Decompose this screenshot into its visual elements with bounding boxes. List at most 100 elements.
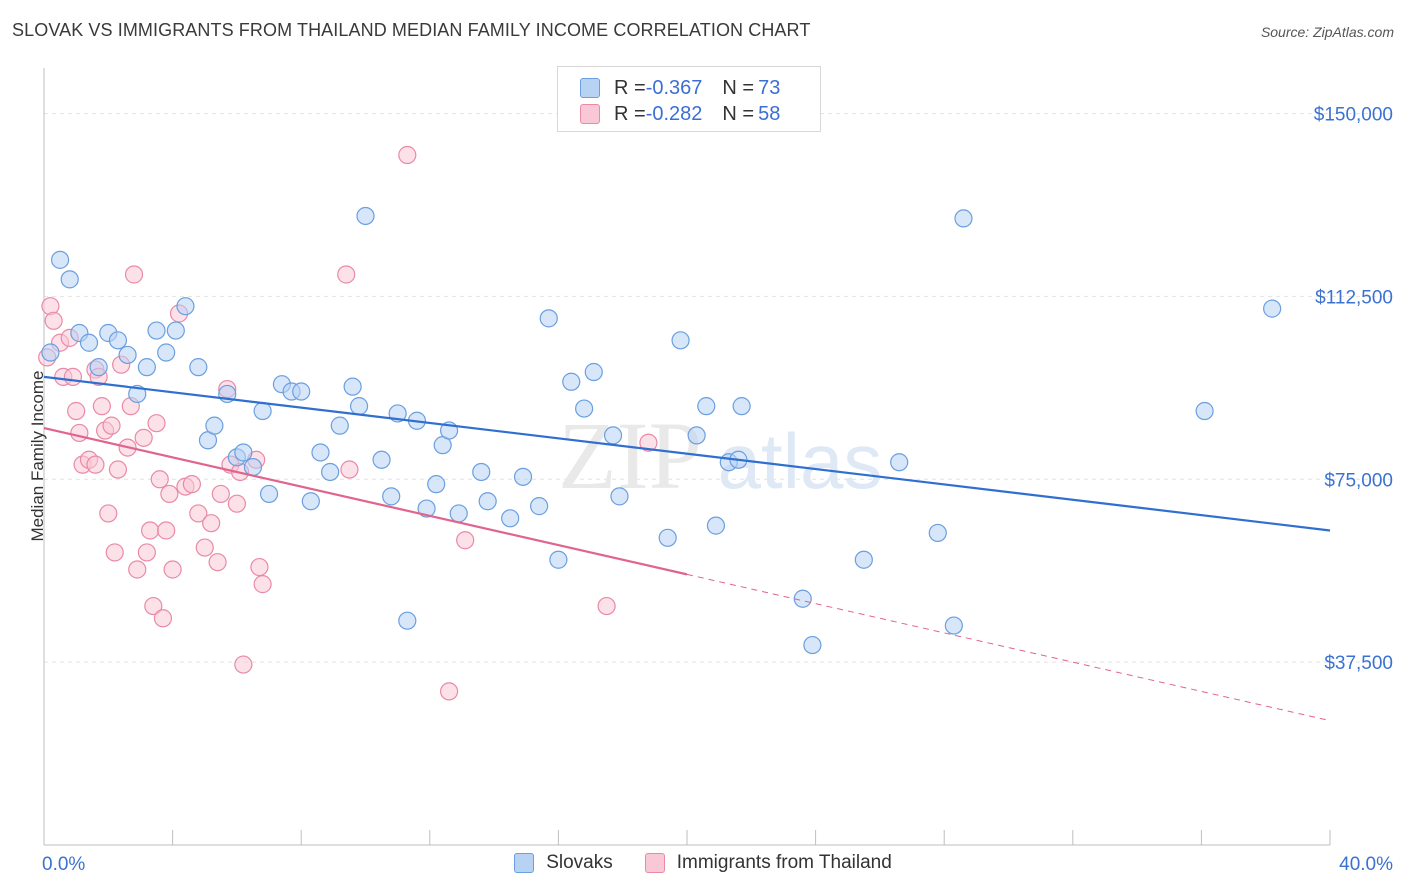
slovaks-point bbox=[292, 382, 311, 401]
slovaks-point bbox=[603, 426, 623, 445]
thailand-point bbox=[67, 401, 86, 421]
thailand-swatch bbox=[644, 853, 665, 873]
thailand-point bbox=[86, 455, 105, 474]
slovaks-point bbox=[671, 331, 690, 350]
thailand-point bbox=[105, 543, 124, 562]
thailand-trend-extension bbox=[686, 573, 1331, 722]
tick-labels: $37,500 $75,000 $112,500 $150,000 0.0% 40.0% bbox=[42, 105, 1393, 875]
legend-item-slovaks: Slovaks bbox=[514, 852, 613, 874]
thailand-points bbox=[38, 145, 658, 701]
thailand-point bbox=[124, 265, 144, 284]
thailand-point bbox=[92, 397, 111, 416]
x-tick-label: 0.0% bbox=[42, 854, 85, 875]
slovaks-point bbox=[687, 426, 706, 445]
thailand-point bbox=[99, 504, 118, 523]
thailand-point bbox=[211, 484, 230, 504]
slovaks-trend-line bbox=[43, 375, 1331, 532]
thailand-point bbox=[253, 575, 272, 594]
slovaks-point bbox=[301, 492, 320, 511]
slovaks-point bbox=[157, 343, 176, 362]
thailand-point bbox=[163, 560, 182, 579]
slovaks-point bbox=[732, 397, 751, 416]
slovaks-point bbox=[147, 321, 166, 340]
slovaks-point bbox=[793, 589, 812, 608]
slovaks-point bbox=[890, 453, 909, 472]
slovaks-point bbox=[330, 416, 349, 435]
slovaks-point bbox=[372, 450, 391, 469]
y-tick-label: $75,000 bbox=[1324, 470, 1393, 491]
thailand-point bbox=[153, 609, 173, 628]
slovaks-point bbox=[472, 462, 491, 482]
r-label: R = bbox=[614, 102, 646, 125]
thailand-point bbox=[128, 560, 147, 579]
thailand-point bbox=[597, 596, 616, 616]
slovaks-point bbox=[575, 399, 594, 418]
legend-row-thailand: R = -0.282 N = 58 bbox=[580, 101, 780, 127]
thailand-point bbox=[137, 543, 156, 562]
n-label: N = bbox=[722, 102, 755, 125]
slovaks-point bbox=[1263, 299, 1282, 318]
chart-title: SLOVAK VS IMMIGRANTS FROM THAILAND MEDIA… bbox=[12, 20, 811, 40]
slovaks-point bbox=[205, 416, 224, 435]
thailand-point bbox=[639, 433, 658, 452]
slovaks-point bbox=[89, 358, 108, 377]
slovaks-point bbox=[108, 331, 128, 350]
slovaks-point bbox=[501, 509, 520, 528]
legend-label-slovaks: Slovaks bbox=[546, 852, 613, 873]
slovaks-point bbox=[41, 343, 60, 362]
thailand-point bbox=[337, 265, 356, 284]
slovaks-point bbox=[513, 467, 533, 486]
slovaks-point bbox=[706, 516, 726, 535]
r-value: -0.367 bbox=[645, 76, 703, 99]
thailand-point bbox=[398, 145, 417, 165]
correlation-legend: R = -0.367 N = 73 R = -0.282 N = 58 bbox=[557, 66, 821, 132]
slovaks-point bbox=[118, 345, 137, 365]
thailand-point bbox=[439, 682, 459, 701]
slovaks-point bbox=[854, 550, 873, 569]
trend-lines bbox=[43, 375, 1331, 722]
slovaks-point bbox=[60, 270, 79, 289]
slovaks-point bbox=[954, 209, 973, 228]
thailand-point bbox=[144, 596, 163, 616]
n-label: N = bbox=[722, 76, 755, 99]
slovaks-point bbox=[79, 333, 99, 352]
thailand-point bbox=[70, 423, 89, 443]
thailand-point bbox=[160, 484, 179, 504]
thailand-trend-line bbox=[43, 427, 688, 576]
legend-row-slovaks: R = -0.367 N = 73 bbox=[580, 75, 780, 101]
slovaks-point bbox=[349, 397, 369, 416]
slovaks-point bbox=[137, 358, 156, 377]
thailand-point bbox=[250, 557, 269, 577]
thailand-point bbox=[234, 655, 253, 674]
source-label: Source: ZipAtlas.com bbox=[1260, 24, 1394, 40]
y-tick-label: $112,500 bbox=[1315, 287, 1393, 308]
slovaks-point bbox=[176, 297, 195, 316]
slovaks-point bbox=[658, 528, 677, 547]
slovaks-point bbox=[562, 372, 581, 391]
slovaks-swatch bbox=[514, 853, 535, 873]
slovaks-point bbox=[343, 377, 362, 396]
axes bbox=[43, 68, 1331, 846]
thailand-point bbox=[150, 470, 169, 489]
slovaks-point bbox=[427, 475, 446, 494]
y-axis-label: Median Family Income bbox=[28, 370, 47, 542]
slovaks-point bbox=[128, 384, 147, 404]
slovaks-point bbox=[449, 504, 468, 523]
slovaks-point bbox=[478, 492, 497, 511]
thailand-point bbox=[140, 521, 160, 540]
thailand-point bbox=[340, 460, 359, 479]
thailand-point bbox=[202, 514, 221, 533]
slovaks-point bbox=[166, 321, 185, 340]
slovaks-point bbox=[253, 401, 272, 421]
legend-item-thailand: Immigrants from Thailand bbox=[644, 852, 892, 874]
slovaks-point bbox=[584, 362, 603, 382]
slovaks-point bbox=[417, 499, 436, 518]
grid-lines bbox=[44, 113, 1392, 663]
slovaks-point bbox=[243, 457, 263, 477]
thailand-point bbox=[456, 531, 475, 550]
slovaks-point bbox=[234, 443, 253, 462]
slovaks-point bbox=[50, 250, 70, 269]
slovaks-point bbox=[928, 523, 947, 543]
slovaks-point bbox=[311, 443, 330, 462]
